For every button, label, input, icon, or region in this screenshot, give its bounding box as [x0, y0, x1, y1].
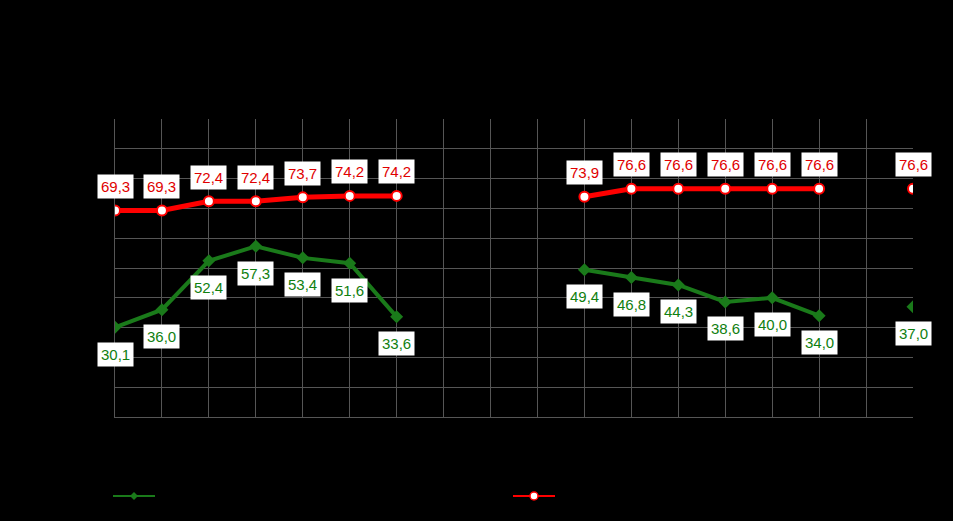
svg-text:44,3: 44,3: [664, 303, 693, 320]
svg-text:36,0: 36,0: [147, 328, 176, 345]
svg-text:72,4: 72,4: [241, 169, 270, 186]
svg-text:33,6: 33,6: [382, 335, 411, 352]
svg-text:51,6: 51,6: [335, 282, 364, 299]
svg-text:72,4: 72,4: [194, 169, 223, 186]
svg-text:38,6: 38,6: [711, 320, 740, 337]
svg-text:69,3: 69,3: [147, 178, 176, 195]
svg-text:37,0: 37,0: [899, 325, 928, 342]
svg-text:74,2: 74,2: [382, 163, 411, 180]
svg-text:73,9: 73,9: [570, 164, 599, 181]
svg-text:52,4: 52,4: [194, 279, 223, 296]
svg-text:46,8: 46,8: [617, 296, 646, 313]
svg-text:30,1: 30,1: [101, 346, 130, 363]
svg-text:69,3: 69,3: [101, 178, 130, 195]
svg-text:76,6: 76,6: [711, 156, 740, 173]
svg-text:53,4: 53,4: [288, 276, 317, 293]
svg-text:73,7: 73,7: [288, 165, 317, 182]
svg-text:76,6: 76,6: [805, 156, 834, 173]
svg-text:76,6: 76,6: [617, 156, 646, 173]
svg-text:76,6: 76,6: [758, 156, 787, 173]
svg-text:40,0: 40,0: [758, 316, 787, 333]
svg-text:49,4: 49,4: [570, 288, 599, 305]
svg-text:34,0: 34,0: [805, 334, 834, 351]
svg-text:57,3: 57,3: [241, 265, 270, 282]
svg-text:76,6: 76,6: [664, 156, 693, 173]
svg-text:76,6: 76,6: [899, 156, 928, 173]
svg-text:74,2: 74,2: [335, 163, 364, 180]
